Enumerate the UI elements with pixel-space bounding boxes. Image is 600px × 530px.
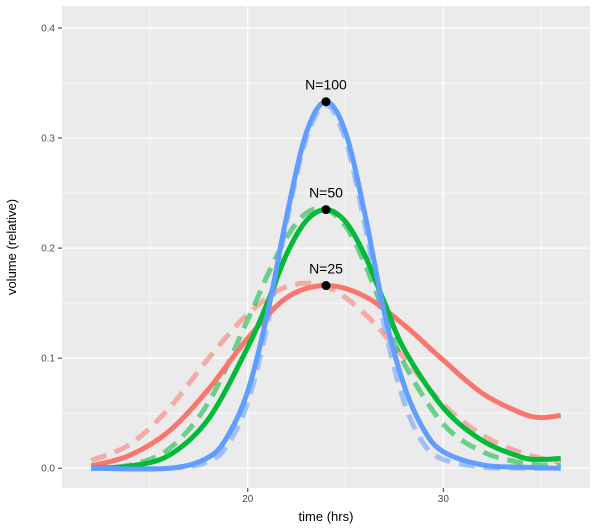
x-axis-ticks: 20 30 <box>242 488 449 505</box>
y-axis-ticks: 0.0 0.1 0.2 0.3 0.4 <box>41 24 62 475</box>
y-tick-label: 0.0 <box>41 464 55 475</box>
peak-label-3: N=100 <box>305 77 347 93</box>
grid-minor <box>62 6 590 488</box>
y-axis-title: volume (relative) <box>4 199 19 295</box>
y-tick-label: 0.1 <box>41 354 55 365</box>
series-line-6-dashed <box>91 102 561 472</box>
x-tick-label: 20 <box>242 494 254 505</box>
y-tick-label: 0.4 <box>41 24 55 35</box>
points-layer <box>321 97 331 291</box>
peak-label-1: N=25 <box>309 261 343 277</box>
series-line-1-solid <box>90 282 562 469</box>
y-tick-label: 0.2 <box>41 244 55 255</box>
peak-point-3 <box>321 97 331 107</box>
x-tick-label: 30 <box>438 494 450 505</box>
peak-point-2 <box>321 205 331 215</box>
peak-label-2: N=50 <box>309 185 343 201</box>
peak-labels: N=25 N=50 N=100 <box>305 77 347 277</box>
peak-point-1 <box>321 281 331 291</box>
series-line-3-solid <box>91 207 561 471</box>
series-line-5-solid <box>91 99 561 472</box>
x-axis-title: time (hrs) <box>299 509 354 524</box>
y-tick-label: 0.3 <box>41 134 55 145</box>
series-layer <box>90 99 562 472</box>
